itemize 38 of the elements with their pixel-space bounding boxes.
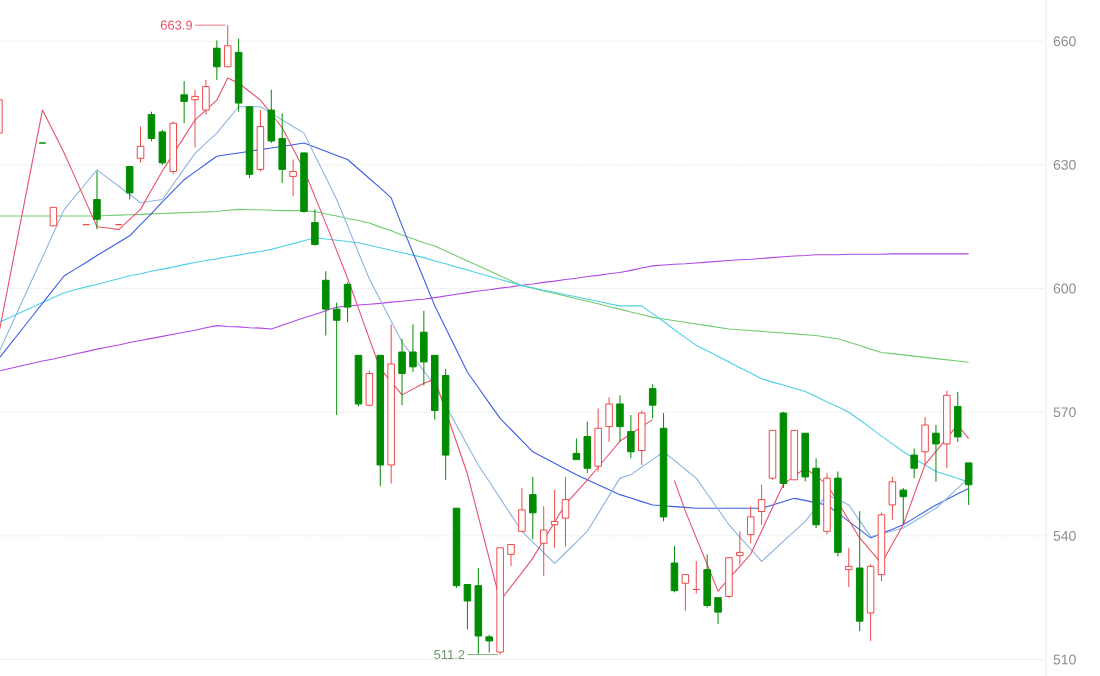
candlestick: [180, 80, 188, 124]
candlestick: [638, 410, 646, 466]
candlestick: [845, 547, 853, 588]
candlestick: [213, 39, 221, 81]
candlestick: [223, 24, 232, 68]
candlestick: [899, 487, 908, 526]
candlestick: [49, 206, 58, 227]
candlestick: [343, 281, 352, 323]
candlestick: [921, 416, 929, 466]
candlestick: [539, 505, 548, 577]
candlestick: [627, 414, 635, 459]
candlestick: [768, 429, 777, 481]
candlestick: [736, 530, 744, 566]
candlestick: [725, 557, 733, 599]
candlestick: [93, 170, 101, 230]
candlestick: [561, 476, 570, 548]
candlestick: [910, 447, 918, 479]
candlestick: [616, 394, 624, 443]
candlestick: [648, 383, 657, 419]
candlestick: [289, 159, 297, 197]
candlestick: [670, 545, 679, 593]
candlestick: [136, 126, 145, 164]
candlestick: [605, 396, 613, 443]
candlestick: [256, 109, 265, 172]
candlestick: [365, 370, 374, 407]
candlestick: [311, 208, 319, 247]
candlestick: [681, 574, 690, 612]
candlestick: [518, 487, 526, 532]
candlestick: [594, 407, 602, 473]
candlestick: [964, 462, 973, 506]
candlestick: [953, 391, 962, 443]
candlestick: [529, 476, 537, 540]
candlestick: [746, 505, 755, 544]
candlestick: [757, 484, 766, 526]
candlestick: [125, 166, 134, 200]
candlestick: [550, 489, 559, 549]
candlestick: [932, 424, 940, 483]
candlestick: [888, 476, 897, 521]
